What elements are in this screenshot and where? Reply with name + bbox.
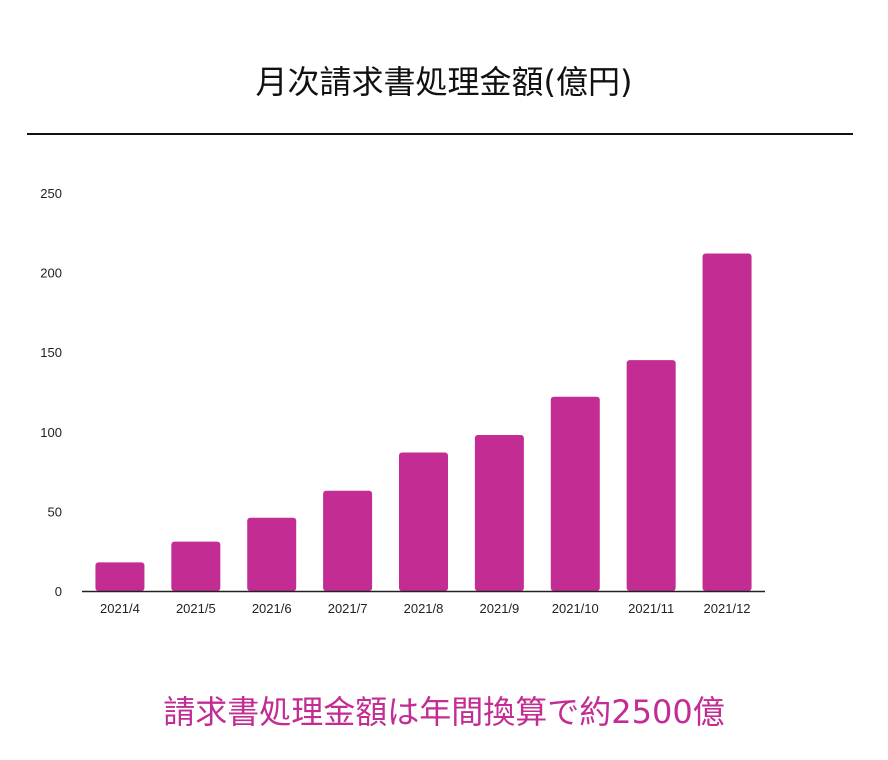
- y-axis: 0 50 100 150 200 250: [40, 186, 62, 599]
- bar-chart: 0 50 100 150 200 250 2021/4 2021/5 2021/6 2021/7…: [40, 186, 765, 616]
- x-axis: 2021/4 2021/5 2021/6 2021/7 2021/8 2021/9 2021…: [100, 601, 750, 616]
- x-tick-label: 2021/7: [328, 601, 368, 616]
- bar-2021/12: [702, 253, 752, 591]
- y-tick-label: 200: [40, 266, 62, 281]
- x-tick-label: 2021/10: [552, 601, 599, 616]
- x-tick-label: 2021/4: [100, 601, 140, 616]
- y-tick-label: 250: [40, 186, 62, 201]
- bar-2021/7: [323, 490, 373, 591]
- bar-2021/5: [171, 541, 221, 591]
- y-tick-label: 100: [40, 425, 62, 440]
- x-tick-label: 2021/8: [404, 601, 444, 616]
- bar-2021/6: [247, 517, 297, 591]
- x-tick-label: 2021/5: [176, 601, 216, 616]
- bar-2021/8: [399, 452, 448, 591]
- bar-2021/10: [550, 396, 600, 591]
- summary-caption: 請求書処理金額は年間換算で約2500億: [163, 693, 725, 731]
- y-tick-label: 150: [40, 345, 62, 360]
- x-tick-label: 2021/11: [628, 601, 674, 616]
- bar-2021/9: [474, 434, 524, 591]
- x-tick-label: 2021/6: [252, 601, 292, 616]
- bar-2021/11: [626, 360, 676, 591]
- x-tick-label: 2021/12: [704, 601, 751, 616]
- bars: [95, 253, 752, 591]
- bar-2021/4: [95, 562, 145, 591]
- x-tick-label: 2021/9: [480, 601, 520, 616]
- y-tick-label: 0: [55, 584, 62, 599]
- chart-title: 月次請求書処理金額(億円): [255, 63, 633, 101]
- title-divider: [27, 133, 853, 135]
- y-tick-label: 50: [48, 504, 62, 519]
